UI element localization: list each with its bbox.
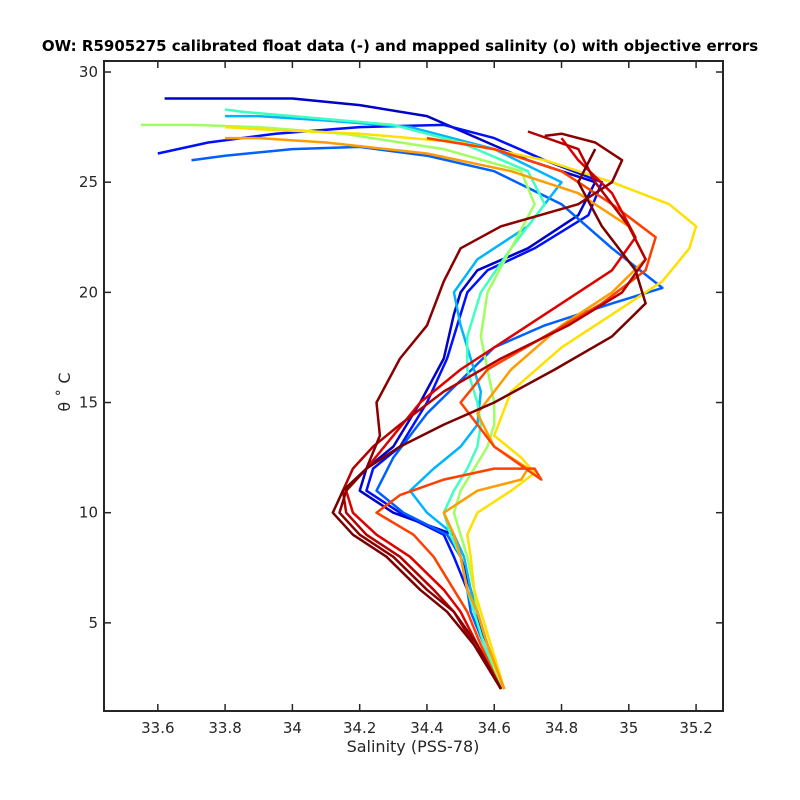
x-tick-label: 35 [619,719,638,737]
x-tick-label: 35.2 [679,719,712,737]
profile-line-7 [225,125,698,690]
chart-title: OW: R5905275 calibrated float data (-) a… [42,37,758,55]
x-tick-label: 34.6 [478,719,511,737]
y-tick-label: 10 [79,504,98,522]
y-tick-label: 20 [79,283,98,301]
plot-series-group [141,97,698,690]
x-tick-label: 33.8 [208,719,241,737]
profile-line-4 [225,114,563,690]
x-tick-label: 34.8 [545,719,578,737]
y-tick-label: 15 [79,394,98,412]
x-tick-label: 34 [283,719,302,737]
y-tick-label: 5 [88,614,98,632]
profile-line-5 [224,108,546,690]
y-axis-title: θ ˚ C [55,372,74,411]
profile-line-8 [225,136,647,690]
x-tick-label: 34.2 [343,719,376,737]
y-tick-label: 25 [79,173,98,191]
x-axis-title: Salinity (PSS-78) [347,737,480,756]
profile-line-3 [191,145,664,690]
x-tick-label: 34.4 [410,719,443,737]
profile-line-11 [341,130,647,690]
profile-line-10 [344,137,637,690]
profile-line-6 [141,123,536,690]
profile-line-9 [375,136,657,690]
profile-line-13 [331,148,647,690]
profile-line-12 [338,132,624,690]
profile-line-2 [157,123,604,690]
axes-group: 33.6 33.8 34 34.2 34.4 34.6 34.8 35 35.2 5 10 15 20 2… [79,60,724,737]
plot-frame [103,60,724,712]
x-tick-label: 33.6 [141,719,174,737]
y-tick-label: 30 [79,63,98,81]
